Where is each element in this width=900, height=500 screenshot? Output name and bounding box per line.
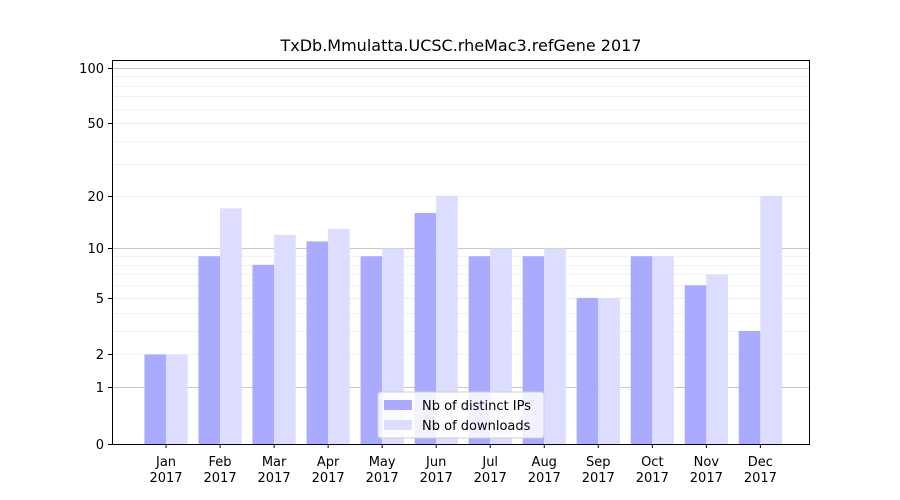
x-tick-label: Jan 2017 [149, 455, 182, 486]
x-tick-label: Aug 2017 [528, 455, 561, 486]
bar-downloads [274, 234, 296, 444]
bar-downloads [598, 297, 620, 444]
x-tick-year: 2017 [582, 471, 615, 486]
x-tick-month: Dec [748, 455, 773, 470]
x-tick-month: Jul [481, 455, 498, 470]
bar-downloads [706, 274, 728, 444]
y-tick-label: 50 [87, 117, 104, 132]
x-tick-label: Nov 2017 [690, 455, 723, 486]
legend-swatch [384, 420, 412, 430]
bar-distinct-ips [144, 354, 167, 444]
bar-distinct-ips [252, 264, 275, 444]
y-tick-label: 100 [79, 62, 104, 77]
x-tick-month: Jan [155, 455, 176, 470]
legend: Nb of distinct IPs Nb of downloads [377, 391, 545, 439]
bar-distinct-ips [684, 285, 707, 444]
y-axis: 0 1 2 5 10 20 50 100 [79, 62, 112, 453]
x-tick-year: 2017 [744, 471, 777, 486]
x-tick-month: Jun [425, 455, 446, 470]
bar-distinct-ips [576, 297, 599, 444]
x-tick-year: 2017 [636, 471, 669, 486]
bar-downloads [436, 195, 458, 444]
legend-box [377, 391, 545, 439]
bar-distinct-ips [414, 212, 437, 444]
bar-distinct-ips [738, 330, 761, 444]
x-tick-year: 2017 [204, 471, 237, 486]
y-tick-label: 2 [96, 348, 104, 363]
x-tick-label: Jul 2017 [474, 455, 507, 486]
legend-label: Nb of downloads [422, 419, 531, 434]
bar-distinct-ips [306, 241, 329, 444]
x-tick-label: Mar 2017 [258, 455, 291, 486]
bar-downloads [220, 208, 242, 444]
x-tick-month: Aug [532, 455, 557, 470]
x-tick-month: Mar [262, 455, 287, 470]
x-tick-year: 2017 [149, 471, 182, 486]
y-tick-label: 20 [87, 190, 104, 205]
x-tick-year: 2017 [258, 471, 291, 486]
y-tick-label: 5 [96, 292, 104, 307]
x-tick-label: May 2017 [366, 455, 399, 486]
bar-downloads [760, 195, 782, 444]
x-tick-year: 2017 [690, 471, 723, 486]
bar-downloads [544, 248, 566, 444]
chart-title: TxDb.Mmulatta.UCSC.rheMac3.refGene 2017 [279, 36, 641, 55]
x-tick-month: Oct [641, 455, 663, 470]
x-tick-label: Oct 2017 [636, 455, 669, 486]
x-tick-label: Feb 2017 [204, 455, 237, 486]
x-tick-label: Jun 2017 [420, 455, 453, 486]
legend-label: Nb of distinct IPs [422, 399, 531, 414]
y-tick-label: 10 [87, 242, 104, 257]
bar-downloads [166, 354, 188, 444]
bar-distinct-ips [360, 256, 383, 444]
x-tick-label: Apr 2017 [312, 455, 345, 486]
plot-frame [112, 60, 810, 445]
x-tick-year: 2017 [528, 471, 561, 486]
x-tick-month: May [369, 455, 396, 470]
x-tick-month: Sep [586, 455, 611, 470]
x-tick-year: 2017 [474, 471, 507, 486]
x-tick-month: Feb [209, 455, 232, 470]
y-tick-label: 0 [96, 438, 104, 453]
x-tick-year: 2017 [420, 471, 453, 486]
bar-downloads [652, 256, 674, 444]
x-tick-year: 2017 [366, 471, 399, 486]
x-tick-label: Sep 2017 [582, 455, 615, 486]
y-tick-label: 1 [96, 381, 104, 396]
x-tick-label: Dec 2017 [744, 455, 777, 486]
legend-swatch [384, 400, 412, 410]
x-tick-month: Nov [694, 455, 720, 470]
x-tick-year: 2017 [312, 471, 345, 486]
bar-distinct-ips [198, 256, 221, 444]
bar-distinct-ips [630, 256, 653, 444]
bar-downloads [328, 228, 350, 444]
x-tick-month: Apr [317, 455, 340, 470]
